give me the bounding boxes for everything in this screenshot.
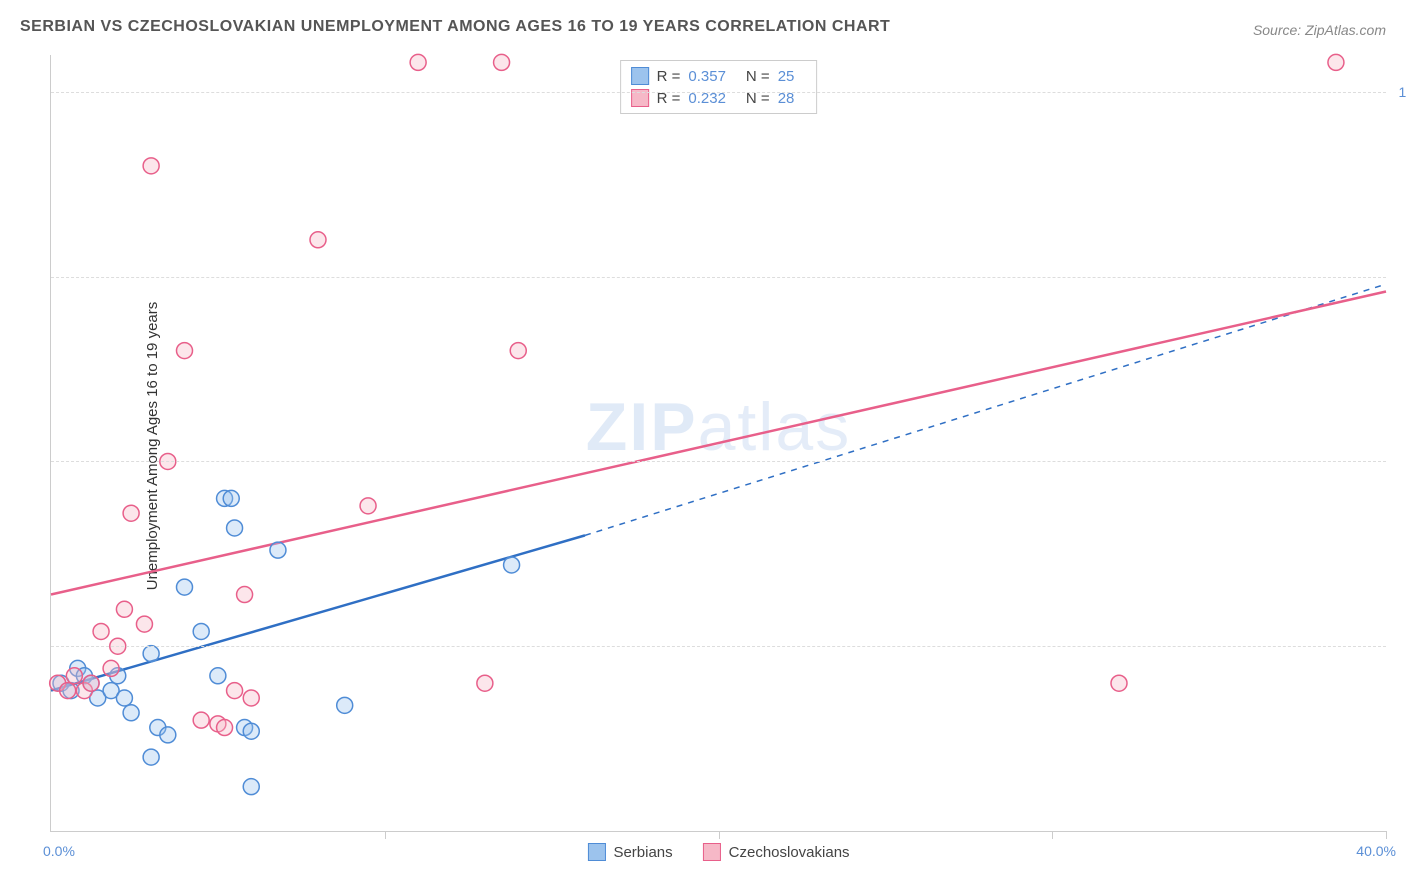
y-tick-label: 75.0% (1391, 269, 1406, 285)
swatch-serbians (587, 843, 605, 861)
swatch-czech (703, 843, 721, 861)
chart-container: SERBIAN VS CZECHOSLOVAKIAN UNEMPLOYMENT … (0, 0, 1406, 892)
x-tick (385, 831, 386, 839)
gridline (51, 92, 1386, 93)
gridline (51, 461, 1386, 462)
legend-label-serbians: Serbians (613, 844, 672, 861)
chart-svg (51, 55, 1386, 831)
y-tick-label: 100.0% (1391, 84, 1406, 100)
y-tick-label: 50.0% (1391, 453, 1406, 469)
x-tick-label-max: 40.0% (1356, 843, 1396, 859)
legend-item-czech: Czechoslovakians (703, 843, 850, 861)
x-tick-label-min: 0.0% (43, 843, 75, 859)
legend-label-czech: Czechoslovakians (729, 844, 850, 861)
plot-area: ZIPatlas R = 0.357 N = 25 R = 0.232 N = … (50, 55, 1386, 832)
x-tick (719, 831, 720, 839)
gridline (51, 646, 1386, 647)
legend-item-serbians: Serbians (587, 843, 672, 861)
chart-title: SERBIAN VS CZECHOSLOVAKIAN UNEMPLOYMENT … (20, 18, 890, 36)
x-tick (1386, 831, 1387, 839)
gridline (51, 277, 1386, 278)
x-tick (1052, 831, 1053, 839)
source-attribution: Source: ZipAtlas.com (1253, 22, 1386, 38)
bottom-legend: Serbians Czechoslovakians (587, 843, 849, 861)
y-tick-label: 25.0% (1391, 638, 1406, 654)
